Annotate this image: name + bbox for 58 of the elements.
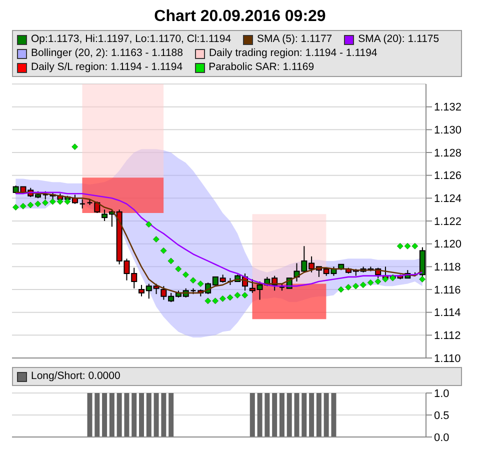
point	[412, 242, 418, 250]
point	[152, 236, 160, 243]
point	[396, 242, 404, 250]
point	[404, 242, 411, 250]
point	[360, 282, 366, 288]
point	[56, 198, 64, 205]
point	[338, 286, 344, 293]
y-tick-label: 1.110	[434, 352, 461, 365]
point	[212, 298, 219, 304]
legend-label: SMA (5): 1.1177	[257, 33, 332, 46]
point	[49, 198, 56, 205]
y-tick-label: 1.130	[434, 124, 462, 137]
point	[367, 279, 374, 286]
legend-label: SMA (20): 1.1175	[358, 33, 440, 46]
point	[42, 199, 49, 206]
point	[12, 204, 19, 211]
point	[234, 292, 241, 298]
point	[64, 198, 71, 205]
legend-label: Op:1.1173, Hi:1.1197, Lo:1.1170, Cl:1.1194	[31, 33, 232, 46]
point	[146, 221, 152, 228]
y-tick-label: 0.0	[434, 432, 450, 444]
point	[204, 298, 212, 304]
legend-label: Daily trading region: 1.1194 - 1.1194	[208, 47, 378, 60]
point	[182, 271, 189, 278]
point	[345, 284, 352, 290]
point	[374, 278, 382, 285]
y-tick-label: 0.5	[434, 410, 450, 422]
point	[226, 294, 234, 301]
y-tick-label: 1.122	[434, 216, 462, 228]
legend-label: Long/Short: 0.0000	[31, 370, 120, 383]
point	[352, 282, 360, 290]
point	[160, 247, 167, 254]
legend-label: Bollinger (20, 2): 1.1163 - 1.1188	[31, 47, 183, 60]
point	[34, 200, 42, 208]
point	[72, 144, 78, 150]
point	[190, 277, 196, 284]
point	[242, 292, 248, 298]
legend-label: Parabolic SAR: 1.1169	[208, 61, 314, 74]
point	[168, 258, 174, 264]
y-tick-label: 1.124	[434, 193, 462, 206]
point	[382, 276, 389, 282]
y-tick-label: 1.120	[434, 238, 462, 251]
point	[197, 280, 204, 288]
point	[175, 266, 182, 272]
y-tick-label: 1.128	[434, 147, 462, 160]
y-tick-label: 1.112	[434, 330, 461, 342]
y-tick-label: 1.114	[434, 307, 461, 320]
y-tick-label: 1.132	[434, 102, 462, 114]
chart-title: Chart 20.09.2016 09:29	[154, 8, 326, 25]
point	[219, 295, 226, 302]
point	[20, 202, 26, 210]
y-tick-label: 1.0	[434, 388, 450, 400]
point	[27, 202, 34, 208]
y-tick-label: 1.116	[434, 284, 461, 296]
y-tick-label: 1.126	[434, 170, 462, 182]
y-tick-label: 1.118	[434, 262, 461, 274]
point	[419, 276, 426, 282]
legend-label: Daily S/L region: 1.1194 - 1.1194	[31, 61, 183, 74]
